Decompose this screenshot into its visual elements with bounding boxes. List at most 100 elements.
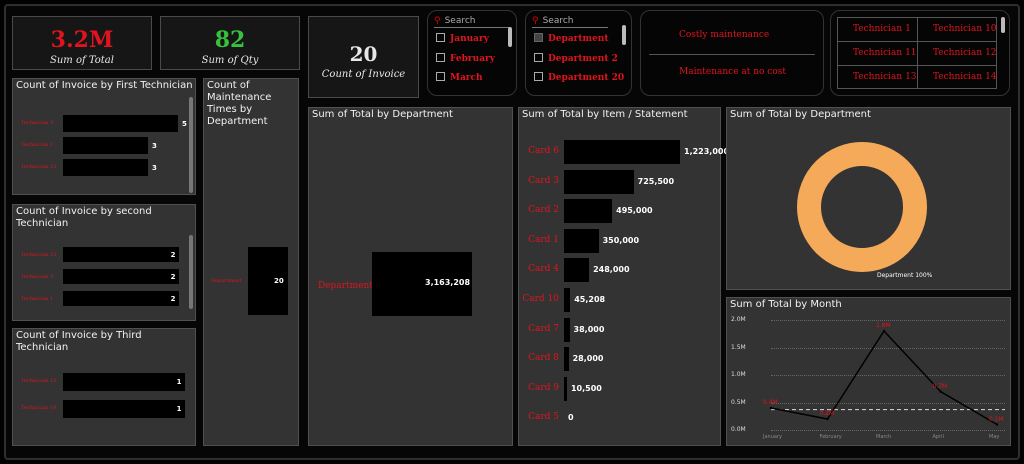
donut-chart[interactable] [727, 108, 1012, 291]
bar[interactable] [564, 376, 567, 401]
bar[interactable] [63, 291, 179, 306]
data-point [826, 417, 829, 421]
department-search-input[interactable]: ⚲ Search [532, 16, 608, 28]
x-tick-label: January [763, 434, 782, 440]
checkbox[interactable] [436, 72, 445, 81]
bar[interactable] [564, 199, 613, 224]
technician-option-12[interactable]: Technician 12 [933, 48, 997, 58]
panel-scrollbar[interactable] [189, 235, 193, 309]
bar-label: Technician 12 [21, 378, 57, 384]
bar-label: Technician 19 [21, 405, 57, 411]
bar-value: 2 [170, 295, 176, 303]
maintenance-slicer[interactable]: Costly maintenance Maintenance at no cos… [640, 10, 824, 96]
panel-title: Count of Invoice by First Technician [16, 80, 193, 91]
second-technician-panel: Count of Invoice by second Technician Te… [12, 204, 196, 321]
panel-title: Sum of Total by Department [312, 109, 453, 120]
month-option-march[interactable]: March [436, 72, 483, 83]
panel-title: Sum of Total by Department [730, 109, 871, 120]
bar-label: Card 10 [522, 294, 559, 304]
bar-label: Card 4 [528, 264, 559, 275]
option-label: Technician 11 [853, 48, 917, 58]
bar-value: 1 [176, 405, 182, 413]
y-tick-label: 1.0M [731, 371, 746, 378]
bar[interactable] [63, 137, 148, 154]
option-label: Technician 12 [933, 48, 997, 58]
bar[interactable] [63, 269, 179, 284]
department-option-department-20[interactable]: Department 20 [534, 72, 624, 83]
technician-option-14[interactable]: Technician 14 [933, 72, 997, 82]
bar[interactable] [564, 288, 571, 312]
donut-data-label: Department 100% [877, 272, 933, 279]
bar[interactable] [564, 347, 569, 372]
donut-slice-department [797, 142, 927, 272]
panel-title: Count of Maintenance Times by Department [207, 80, 272, 127]
bar[interactable] [63, 247, 179, 262]
line-chart[interactable]: 2.0M 1.5M 1.0M 0.5M 0.0M January February March… [727, 298, 1012, 447]
gridline [771, 320, 1005, 321]
bar-value: 725,500 [637, 176, 675, 186]
y-tick-label: 0.5M [731, 398, 746, 406]
month-option-february[interactable]: February [436, 53, 495, 64]
bar[interactable] [564, 169, 634, 194]
bar[interactable] [63, 159, 148, 176]
checkbox[interactable] [534, 33, 543, 42]
department-scrollbar[interactable] [622, 25, 626, 45]
month-slicer[interactable]: ⚲ Search January February March [427, 10, 517, 96]
technician-option-13[interactable]: Technician 13 [853, 72, 917, 82]
total-by-department-panel: Sum of Total by Department Department 3,… [308, 107, 513, 446]
kpi-sum-total-card[interactable]: 3.2M Sum of Total [12, 16, 152, 70]
bar[interactable] [63, 115, 178, 132]
data-label: 0.4M [763, 399, 778, 406]
bar[interactable] [564, 258, 590, 283]
kpi-sum-total-label: Sum of Total [50, 55, 114, 66]
bar[interactable] [63, 373, 185, 391]
bar-value: 38,000 [573, 324, 605, 334]
bar[interactable] [564, 140, 680, 164]
kpi-sum-qty-label: Sum of Qty [201, 55, 259, 66]
bar-value: 248,000 [593, 265, 630, 275]
panel-title: Sum of Total by Item / Statement [522, 109, 688, 120]
month-option-january[interactable]: January [436, 33, 489, 44]
bar-label: Card 2 [528, 205, 559, 216]
bar[interactable] [63, 400, 185, 418]
checkbox[interactable] [436, 33, 445, 42]
department-option-department[interactable]: Department [534, 33, 609, 44]
panel-title: Count of Invoice by second Technician [16, 206, 152, 229]
bar-value: 20 [274, 277, 284, 285]
item-statement-panel: Sum of Total by Item / Statement Card 6 1… [518, 107, 729, 446]
department-slicer[interactable]: ⚲ Search Department Department 2 Departme… [525, 10, 632, 96]
kpi-count-invoice-card[interactable]: 20 Count of Invoice [308, 16, 419, 98]
bar-label: Card 1 [528, 234, 559, 245]
maintenance-option-no-cost[interactable]: Maintenance at no cost [679, 67, 786, 77]
department-option-department-2[interactable]: Department 2 [534, 53, 618, 64]
bar-value: 5 [182, 120, 187, 128]
bar[interactable] [564, 228, 599, 253]
checkbox[interactable] [436, 53, 445, 62]
donut-panel: Sum of Total by Department Department 10… [726, 107, 1011, 290]
technician-option-11[interactable]: Technician 11 [853, 48, 917, 58]
department-bar[interactable] [248, 247, 288, 315]
department-total-bar[interactable] [372, 252, 472, 316]
maintenance-option-costly[interactable]: Costly maintenance [679, 30, 769, 40]
technician-option-10[interactable]: Technician 10 [933, 24, 997, 34]
checkbox[interactable] [534, 53, 543, 62]
bar-label: Card 7 [528, 323, 559, 334]
option-label: Technician 14 [933, 72, 997, 82]
month-search-input[interactable]: ⚲ Search [434, 16, 510, 28]
panel-scrollbar[interactable] [189, 97, 193, 193]
gridline [771, 375, 1005, 376]
month-scrollbar[interactable] [508, 27, 512, 47]
x-tick-label: April [932, 434, 944, 440]
bar-label: Card 5 [528, 412, 559, 423]
bar[interactable] [564, 317, 570, 342]
technician-slicer[interactable]: Technician 1 Technician 10 Technician 11… [830, 10, 1010, 96]
technician-option-1[interactable]: Technician 1 [853, 24, 911, 34]
kpi-sum-qty-value: 82 [214, 27, 246, 53]
technician-scrollbar[interactable] [1001, 17, 1005, 33]
kpi-sum-qty-card[interactable]: 82 Sum of Qty [160, 16, 300, 70]
divider [649, 54, 815, 55]
option-label: Technician 10 [933, 24, 997, 34]
checkbox[interactable] [534, 72, 543, 81]
bar-value: 3,163,208 [425, 278, 471, 287]
bar-value: 1 [176, 378, 182, 386]
